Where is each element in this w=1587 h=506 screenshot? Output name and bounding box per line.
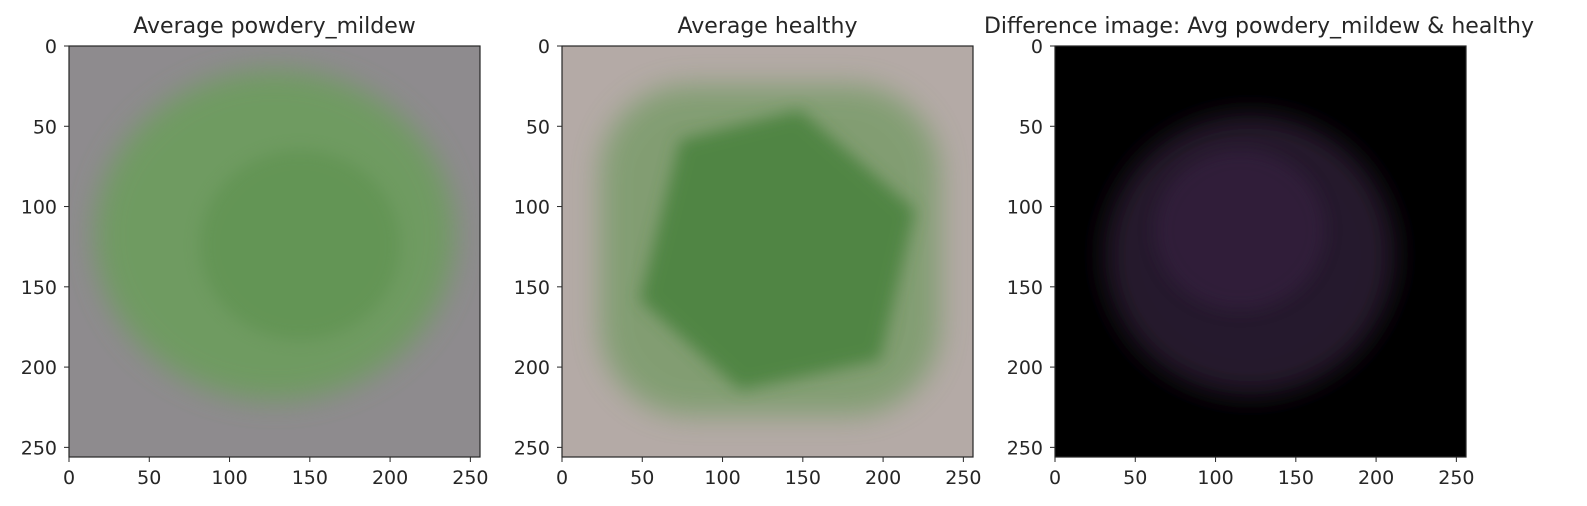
y-ticks: 0 50 100 150 200 250 — [514, 36, 562, 459]
x-tick-label: 200 — [372, 467, 408, 489]
difference-image — [1055, 46, 1466, 457]
panel-title: Average healthy — [678, 14, 858, 39]
y-tick-label: 50 — [526, 116, 550, 138]
panel-powdery-mildew: Average powdery_mildew 0 50 100 150 200 250 0… — [21, 14, 489, 489]
y-tick-label: 250 — [1007, 437, 1043, 459]
axes-frame — [561, 45, 974, 458]
y-tick-label: 0 — [45, 36, 57, 58]
y-tick-label: 100 — [21, 197, 57, 219]
x-tick-label: 100 — [211, 467, 247, 489]
panel-healthy: Average healthy 0 50 100 150 200 250 0 50 100 15… — [514, 14, 982, 489]
x-ticks: 0 50 100 150 200 250 — [1049, 457, 1475, 489]
y-tick-label: 200 — [514, 357, 550, 379]
x-tick-label: 0 — [556, 467, 568, 489]
x-tick-label: 100 — [1197, 467, 1233, 489]
y-tick-label: 0 — [538, 36, 550, 58]
y-tick-label: 250 — [514, 437, 550, 459]
y-tick-label: 100 — [1007, 197, 1043, 219]
y-tick-label: 150 — [21, 277, 57, 299]
y-tick-label: 200 — [1007, 357, 1043, 379]
panel-title: Difference image: Avg powdery_mildew & h… — [984, 14, 1534, 39]
y-tick-label: 150 — [514, 277, 550, 299]
y-ticks: 0 50 100 150 200 250 — [1007, 36, 1055, 459]
x-tick-label: 50 — [630, 467, 654, 489]
axes-frame — [68, 45, 481, 458]
x-ticks: 0 50 100 150 200 250 — [63, 457, 489, 489]
leaf-core — [640, 110, 915, 390]
x-tick-label: 150 — [1278, 467, 1314, 489]
average-image — [562, 46, 973, 457]
average-image — [69, 46, 480, 457]
y-tick-label: 100 — [514, 197, 550, 219]
y-tick-label: 50 — [1019, 116, 1043, 138]
x-tick-label: 50 — [1123, 467, 1147, 489]
y-tick-label: 50 — [33, 116, 57, 138]
x-tick-label: 0 — [63, 467, 75, 489]
x-ticks: 0 50 100 150 200 250 — [556, 457, 982, 489]
x-tick-label: 150 — [292, 467, 328, 489]
y-ticks: 0 50 100 150 200 250 — [21, 36, 69, 459]
panel-title: Average powdery_mildew — [133, 14, 415, 39]
x-tick-label: 200 — [1358, 467, 1394, 489]
y-tick-label: 150 — [1007, 277, 1043, 299]
y-tick-label: 0 — [1031, 36, 1043, 58]
x-tick-label: 0 — [1049, 467, 1061, 489]
x-tick-label: 250 — [452, 467, 488, 489]
x-tick-label: 100 — [704, 467, 740, 489]
x-tick-label: 250 — [945, 467, 981, 489]
x-tick-label: 200 — [865, 467, 901, 489]
y-tick-label: 200 — [21, 357, 57, 379]
panel-difference: Difference image: Avg powdery_mildew & h… — [984, 14, 1534, 489]
x-tick-label: 250 — [1438, 467, 1474, 489]
leaf-core — [200, 150, 400, 340]
y-tick-label: 250 — [21, 437, 57, 459]
difference-core — [1155, 150, 1325, 310]
x-tick-label: 50 — [137, 467, 161, 489]
axes-frame — [1054, 45, 1467, 458]
x-tick-label: 150 — [785, 467, 821, 489]
